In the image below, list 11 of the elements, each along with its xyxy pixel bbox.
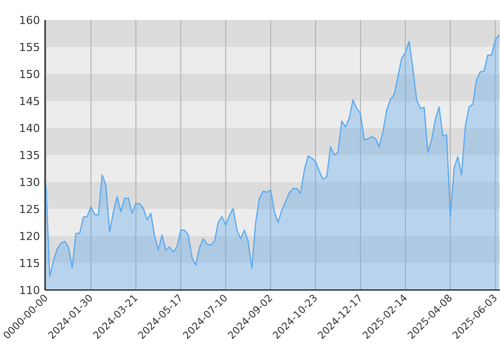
y-tick-label: 160 (19, 14, 40, 27)
y-tick-label: 150 (19, 68, 40, 81)
y-tick-label: 145 (19, 94, 40, 108)
y-tick-label: 120 (19, 230, 40, 243)
y-tick-label: 125 (19, 202, 40, 216)
y-tick-label: 130 (19, 176, 40, 189)
y-tick-label: 155 (19, 40, 40, 54)
y-tick-label: 115 (19, 256, 40, 270)
y-tick-label: 140 (19, 122, 40, 135)
y-tick-label: 110 (19, 284, 40, 297)
y-tick-label: 135 (19, 148, 40, 162)
